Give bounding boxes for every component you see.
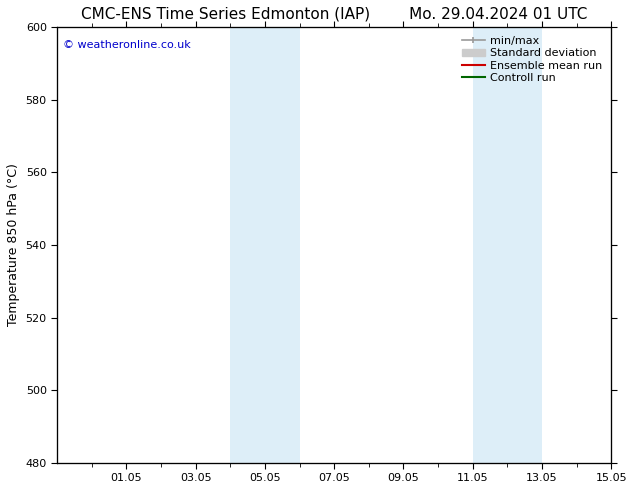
- Text: © weatheronline.co.uk: © weatheronline.co.uk: [63, 40, 190, 50]
- Bar: [507, 27, 542, 463]
- Y-axis label: Temperature 850 hPa (°C): Temperature 850 hPa (°C): [7, 164, 20, 326]
- Bar: [265, 27, 300, 463]
- Legend: min/max, Standard deviation, Ensemble mean run, Controll run: min/max, Standard deviation, Ensemble me…: [459, 33, 605, 86]
- Bar: [230, 27, 265, 463]
- Bar: [473, 27, 507, 463]
- Title: CMC-ENS Time Series Edmonton (IAP)        Mo. 29.04.2024 01 UTC: CMC-ENS Time Series Edmonton (IAP) Mo. 2…: [81, 7, 587, 22]
